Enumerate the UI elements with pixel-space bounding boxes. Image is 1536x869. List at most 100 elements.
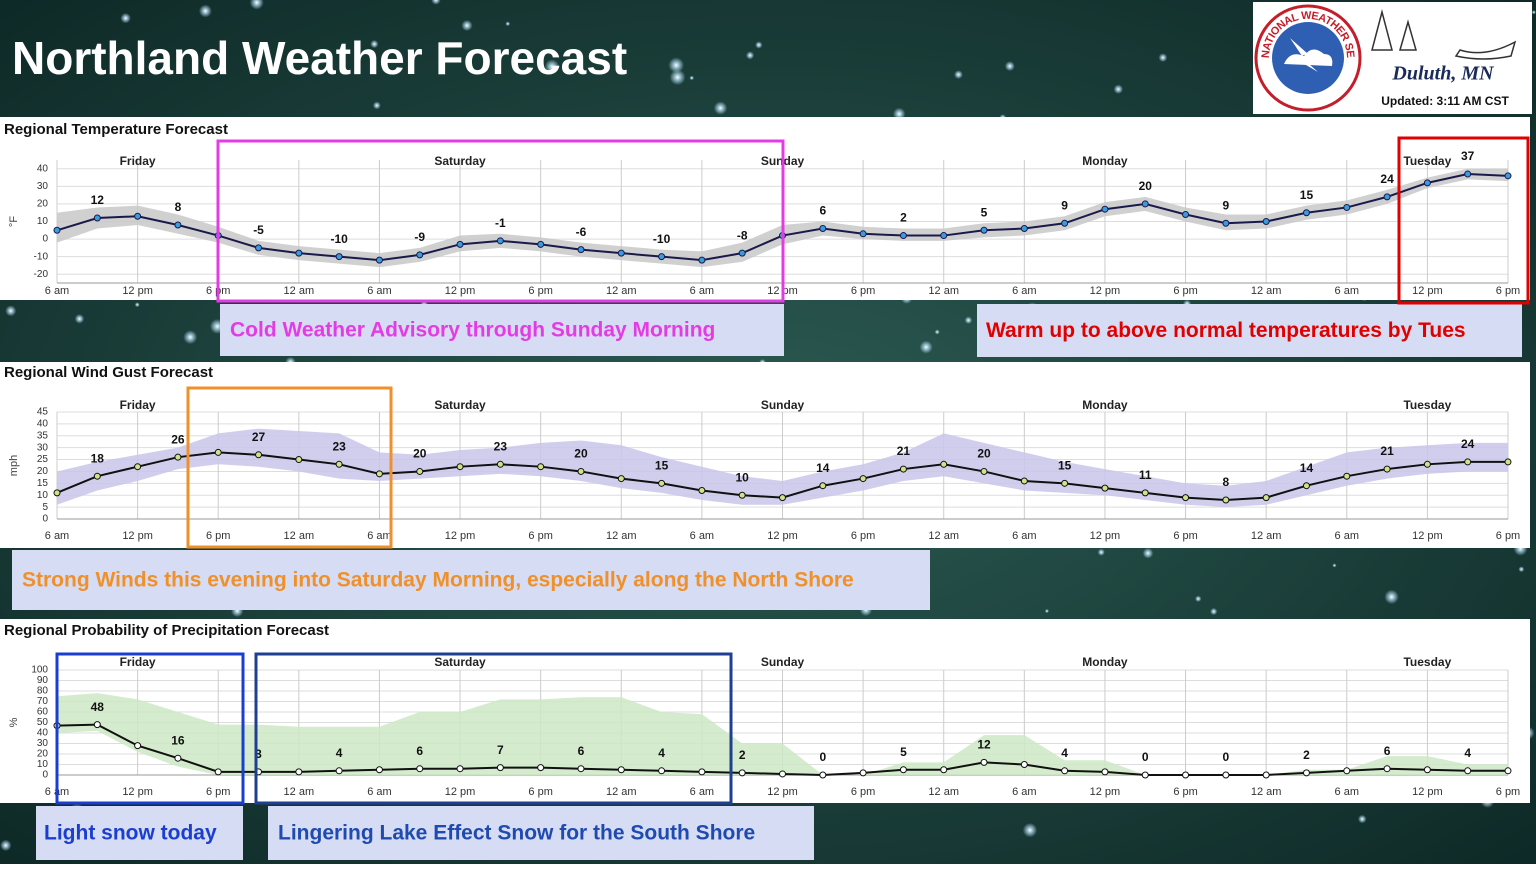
- x-tick-label: 12 pm: [767, 786, 798, 798]
- day-label: Tuesday: [1403, 655, 1451, 669]
- point: [658, 253, 666, 261]
- data-label: 26: [171, 432, 185, 446]
- x-tick-label: 6 pm: [528, 285, 552, 297]
- y-tick-label: 90: [37, 675, 49, 686]
- point: [1343, 767, 1351, 775]
- data-label: 12: [977, 738, 991, 752]
- point: [93, 214, 101, 222]
- light: [1004, 61, 1015, 72]
- light: [1518, 566, 1525, 573]
- x-tick-label: 6 am: [690, 530, 714, 542]
- data-label: 0: [1223, 750, 1230, 764]
- x-tick-label: 6 am: [1012, 786, 1036, 798]
- annotation-text: Light snow today: [44, 822, 217, 845]
- data-label: 6: [578, 744, 585, 758]
- data-label: 14: [1300, 461, 1314, 475]
- day-label: Saturday: [434, 154, 486, 168]
- y-axis-label: %: [8, 717, 20, 727]
- light: [1531, 10, 1536, 15]
- x-tick-label: 6 pm: [206, 786, 230, 798]
- data-label: 37: [1461, 149, 1475, 163]
- point: [375, 256, 383, 264]
- point: [1464, 170, 1472, 178]
- point: [134, 742, 142, 750]
- y-tick-label: 15: [37, 478, 49, 489]
- point: [1101, 205, 1109, 213]
- light: [249, 0, 264, 10]
- light: [505, 21, 511, 27]
- point: [537, 240, 545, 248]
- light: [183, 330, 198, 345]
- y-tick-label: -10: [34, 251, 49, 262]
- annotation-box: [36, 806, 243, 860]
- data-label: 8: [1223, 475, 1230, 489]
- logo-bolt: [1290, 38, 1318, 72]
- point: [375, 766, 383, 774]
- light: [120, 12, 131, 24]
- point: [1262, 218, 1270, 225]
- point: [698, 486, 706, 494]
- point: [819, 482, 827, 490]
- point: [779, 770, 786, 778]
- light: [1384, 589, 1399, 605]
- y-tick-label: 0: [42, 514, 48, 525]
- day-label: Friday: [120, 655, 156, 669]
- point: [899, 465, 907, 473]
- point: [416, 765, 424, 773]
- point: [295, 768, 303, 776]
- point: [698, 768, 706, 776]
- y-tick-label: 5: [42, 502, 48, 513]
- day-label: Monday: [1082, 655, 1128, 669]
- day-label: Tuesday: [1403, 398, 1451, 412]
- point: [1020, 477, 1028, 485]
- chart-title: Regional Temperature Forecast: [4, 121, 228, 138]
- logo-scene: [1371, 9, 1517, 60]
- x-tick-label: 12 pm: [122, 285, 153, 297]
- point: [899, 232, 907, 240]
- point: [1383, 465, 1391, 473]
- day-label: Saturday: [434, 655, 486, 669]
- data-label: 20: [1139, 179, 1153, 193]
- point: [93, 472, 101, 480]
- data-label: 23: [332, 439, 346, 453]
- data-label: -10: [330, 232, 348, 246]
- x-tick-label: 6 am: [367, 285, 391, 297]
- point: [1423, 179, 1431, 187]
- point: [496, 460, 504, 468]
- point: [1061, 219, 1069, 227]
- point: [940, 232, 948, 240]
- data-label: 6: [819, 204, 826, 218]
- light: [544, 59, 560, 74]
- point: [1101, 768, 1109, 776]
- chart-panel: [0, 117, 1530, 300]
- point: [577, 246, 585, 254]
- point: [134, 463, 142, 471]
- point: [1302, 482, 1310, 490]
- data-label: 4: [1464, 746, 1471, 760]
- x-tick-label: 6 pm: [528, 786, 552, 798]
- data-label: -9: [414, 230, 425, 244]
- day-label: Tuesday: [1403, 154, 1451, 168]
- point: [658, 479, 666, 487]
- point: [698, 256, 706, 264]
- annotation-text: Cold Weather Advisory through Sunday Mor…: [230, 319, 715, 342]
- point: [1383, 193, 1391, 201]
- point: [1061, 767, 1069, 775]
- light: [1158, 53, 1168, 62]
- light: [0, 839, 12, 852]
- light: [919, 340, 933, 354]
- logo-cloud: [1284, 49, 1333, 66]
- point: [134, 212, 142, 220]
- point: [1262, 771, 1270, 779]
- point: [456, 765, 464, 773]
- x-tick-label: 12 am: [606, 285, 637, 297]
- point: [980, 226, 988, 234]
- x-tick-label: 6 pm: [1496, 786, 1520, 798]
- data-label: -1: [495, 216, 506, 230]
- point: [819, 771, 827, 779]
- highlight-box: [186, 386, 393, 549]
- data-label: 14: [816, 461, 830, 475]
- light: [964, 316, 973, 325]
- point: [537, 764, 545, 772]
- point: [819, 225, 827, 233]
